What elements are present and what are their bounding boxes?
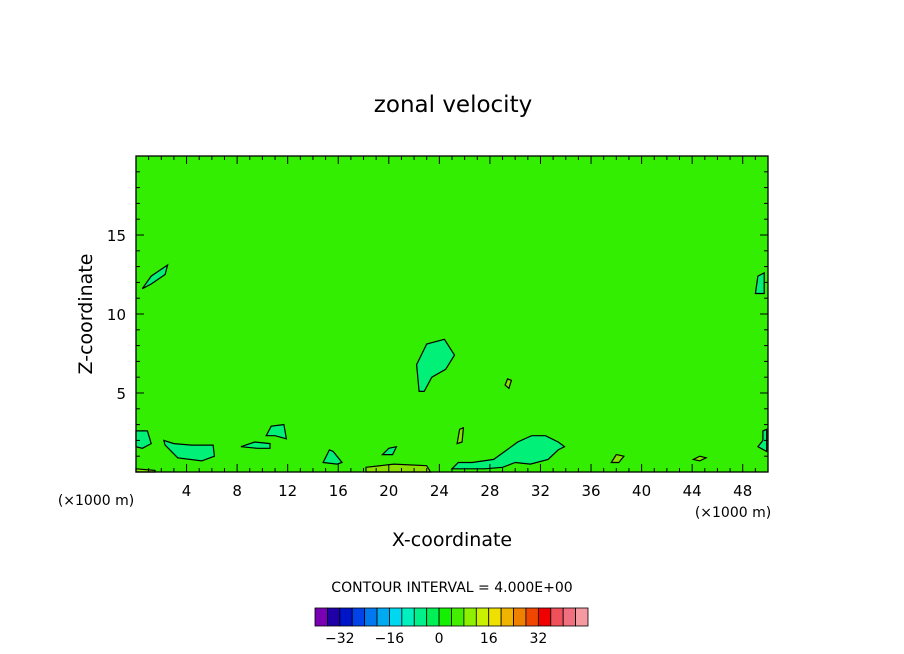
chart-title: zonal velocity xyxy=(374,92,532,118)
colorbar-swatch xyxy=(513,607,527,627)
colorbar-swatch xyxy=(562,607,576,627)
contour-region-9 xyxy=(381,445,398,456)
contour-region-6 xyxy=(240,441,271,449)
colorbar-swatch xyxy=(488,607,502,627)
colorbar-swatch xyxy=(339,607,353,627)
contour-region-14 xyxy=(610,453,625,464)
colorbar-tick-label: 32 xyxy=(529,631,547,647)
colorbar-tick-label: 0 xyxy=(435,631,444,647)
x-tick-label: 44 xyxy=(683,482,702,500)
x-ticks: 4 8 12 16 20 24 28 32 36 40 44 48 xyxy=(135,156,769,500)
x-tick-label: 48 xyxy=(733,482,752,500)
contour-region-2 xyxy=(415,338,456,392)
x-tick-label: 28 xyxy=(480,482,499,500)
x-tick-label: 8 xyxy=(232,482,242,500)
contour-region-13 xyxy=(504,378,513,390)
x-tick-label: 32 xyxy=(531,482,550,500)
colorbar-tick-label: 16 xyxy=(480,631,498,647)
colorbar: −32 −16 0 16 32 xyxy=(314,607,589,647)
colorbar-swatch xyxy=(327,607,341,627)
colorbar-swatch xyxy=(451,607,465,627)
colorbar-swatch xyxy=(525,607,539,627)
x-tick-label: 12 xyxy=(278,482,297,500)
plot-background xyxy=(136,156,768,472)
x-tick-label: 36 xyxy=(581,482,600,500)
contour-region-15 xyxy=(691,455,708,462)
colorbar-swatch xyxy=(314,607,328,627)
contour-regions xyxy=(135,263,768,473)
colorbar-tick-label: −32 xyxy=(325,631,355,647)
x-tick-label: 4 xyxy=(182,482,192,500)
colorbar-swatch xyxy=(537,607,552,627)
x-tick-label: 40 xyxy=(632,482,651,500)
x-unit-label-left: (×1000 m) xyxy=(58,493,134,509)
colorbar-swatch xyxy=(364,607,378,627)
contour-region-1 xyxy=(141,263,169,290)
colorbar-swatch xyxy=(401,607,415,627)
contour-region-8 xyxy=(322,449,344,465)
contour-interval-text: CONTOUR INTERVAL = 4.000E+00 xyxy=(331,580,572,596)
contour-region-3 xyxy=(754,271,765,295)
y-tick-label: 10 xyxy=(107,306,126,324)
colorbar-swatch xyxy=(351,607,366,627)
colorbar-swatch xyxy=(500,607,514,627)
x-unit-label-right: (×1000 m) xyxy=(695,505,771,521)
x-axis-label: X-coordinate xyxy=(392,529,512,551)
colorbar-swatch xyxy=(575,607,589,627)
colorbar-swatch xyxy=(475,607,490,627)
y-tick-label: 5 xyxy=(116,385,126,403)
y-tick-label: 15 xyxy=(107,227,126,245)
colorbar-swatch xyxy=(438,607,452,627)
colorbar-tick-label: −16 xyxy=(375,631,405,647)
colorbar-swatch xyxy=(413,607,428,627)
colorbar-swatch xyxy=(389,607,403,627)
x-tick-label: 20 xyxy=(379,482,398,500)
colorbar-swatch xyxy=(550,607,564,627)
contour-region-12 xyxy=(456,426,465,445)
contour-region-10 xyxy=(450,435,566,470)
x-tick-label: 16 xyxy=(329,482,348,500)
colorbar-swatch xyxy=(376,607,390,627)
z-axis-label: Z-coordinate xyxy=(75,254,97,375)
colorbar-swatch xyxy=(426,607,440,627)
contour-region-5 xyxy=(162,439,216,462)
x-tick-label: 24 xyxy=(430,482,449,500)
y-ticks: 5 10 15 xyxy=(107,155,768,473)
colorbar-swatch xyxy=(463,607,477,627)
contour-region-7 xyxy=(265,423,288,440)
